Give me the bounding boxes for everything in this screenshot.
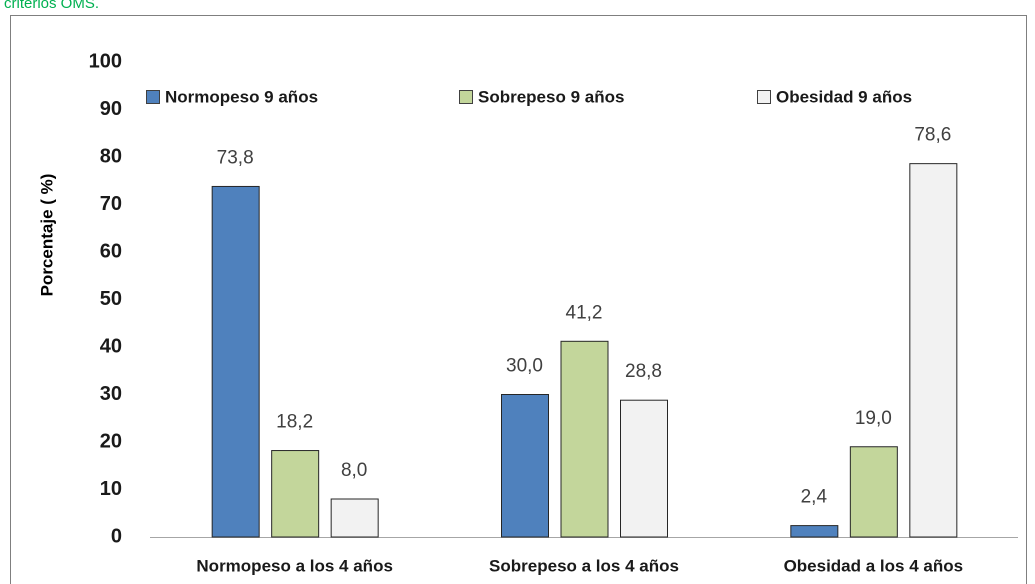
value-label: 30,0 <box>506 356 543 377</box>
y-tick-label: 60 <box>100 240 122 262</box>
y-tick-label: 70 <box>100 193 122 215</box>
legend-label: Obesidad 9 años <box>776 87 912 106</box>
legend-swatch <box>146 90 160 104</box>
legend-swatch <box>459 90 473 104</box>
y-tick-label: 0 <box>111 525 122 547</box>
value-label: 19,0 <box>855 408 892 429</box>
bar <box>211 185 260 538</box>
y-tick-label: 100 <box>89 50 122 72</box>
caption: criterios OMS. <box>4 0 99 12</box>
y-tick-label: 10 <box>100 478 122 500</box>
y-tick-label: 50 <box>100 288 122 310</box>
bar <box>909 163 958 538</box>
bar <box>790 525 839 538</box>
y-tick-label: 90 <box>100 98 122 120</box>
bar <box>271 450 320 538</box>
legend-swatch <box>757 90 771 104</box>
bar <box>501 394 549 538</box>
y-axis-label: Porcentaje ( %) <box>37 174 56 297</box>
bar <box>560 340 609 538</box>
x-tick-label: Sobrepeso a los 4 años <box>489 556 679 575</box>
value-label: 2,4 <box>801 487 828 508</box>
value-label: 18,2 <box>276 412 313 433</box>
value-label: 41,2 <box>566 302 603 323</box>
y-tick-label: 30 <box>100 383 122 405</box>
value-label: 8,0 <box>341 460 367 481</box>
y-tick-label: 40 <box>100 335 122 357</box>
bar <box>330 498 379 538</box>
legend-label: Sobrepeso 9 años <box>478 87 624 106</box>
value-label: 73,8 <box>217 147 254 168</box>
value-label: 78,6 <box>914 125 951 146</box>
legend-label: Normopeso 9 años <box>165 87 318 106</box>
y-tick-label: 80 <box>100 145 122 167</box>
x-tick-label: Normopeso a los 4 años <box>196 556 393 575</box>
bar <box>620 399 668 538</box>
bar <box>849 446 898 538</box>
value-label: 28,8 <box>625 361 662 382</box>
y-tick-label: 20 <box>100 430 122 452</box>
x-tick-label: Obesidad a los 4 años <box>784 556 964 575</box>
